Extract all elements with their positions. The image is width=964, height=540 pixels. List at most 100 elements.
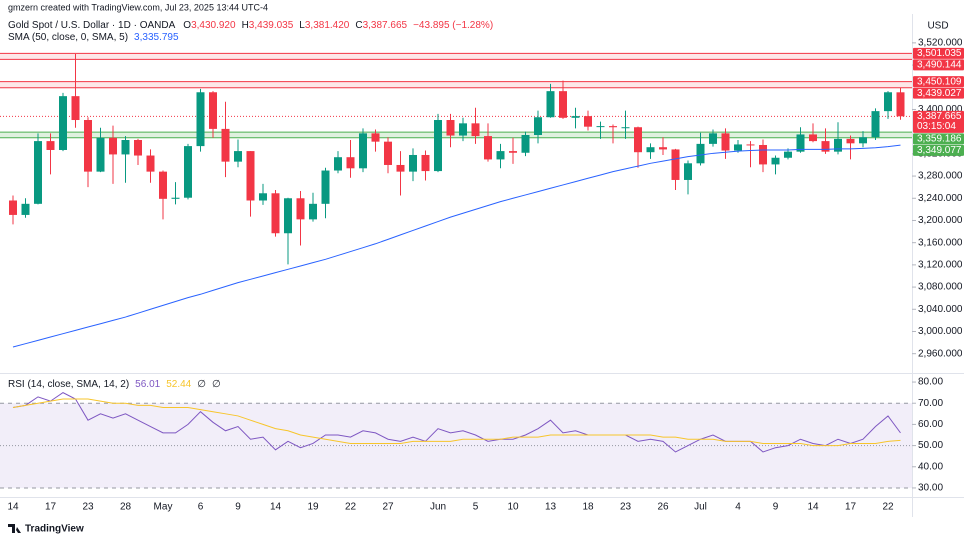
candle-body <box>159 171 167 199</box>
currency: USD <box>927 21 948 32</box>
x-tick-label: 4 <box>735 502 741 513</box>
y-tick-label: 3,160.000 <box>918 237 963 248</box>
x-tick-label: 5 <box>473 502 479 513</box>
y-tick-label: 50.00 <box>918 440 943 451</box>
candle-body <box>321 170 330 204</box>
x-tick-label: 10 <box>507 502 519 513</box>
x-tick-label: 14 <box>270 502 282 513</box>
candle-body <box>371 133 380 142</box>
y-tick-label: 3,400.000 <box>918 104 963 115</box>
price-label: 3,387.665 <box>917 111 962 122</box>
x-tick-label: Jun <box>430 502 446 513</box>
candle-body <box>596 126 605 128</box>
candle-body <box>534 117 542 135</box>
price-label-box <box>913 47 964 59</box>
candle-body <box>34 141 42 204</box>
x-tick-label: 17 <box>45 502 57 513</box>
candle-body <box>334 157 342 171</box>
candle-body <box>9 200 17 215</box>
y-tick-label: 3,080.000 <box>918 282 963 293</box>
logo <box>8 524 21 533</box>
candle-body <box>434 120 442 172</box>
candle-body <box>884 92 892 112</box>
candle-body <box>109 137 117 155</box>
candle-body <box>459 123 467 136</box>
candle-body <box>496 151 505 160</box>
candle-body <box>671 149 680 180</box>
y-tick-label: 3,240.000 <box>918 193 963 204</box>
ohlc-value: 3,430.920 <box>191 20 236 31</box>
candle-body <box>546 91 555 118</box>
candle-body <box>646 147 655 153</box>
candle-body <box>221 128 230 162</box>
y-tick-label: 30.00 <box>918 483 943 494</box>
price-label-box <box>913 110 964 133</box>
candle-body <box>696 143 705 164</box>
candle-body <box>846 138 855 144</box>
price-label: 3,359.186 <box>917 133 962 144</box>
ohlc-value: 3,381.420 <box>305 20 350 31</box>
candle-body <box>734 144 742 151</box>
candle-body <box>271 193 280 234</box>
y-tick-label: 70.00 <box>918 398 943 409</box>
candle-body <box>196 92 205 147</box>
price-label-box <box>913 59 964 71</box>
price-label: 3,349.077 <box>917 145 962 156</box>
x-tick-label: 6 <box>198 502 204 513</box>
candle-body <box>346 157 355 169</box>
countdown: 03:15:04 <box>917 121 956 132</box>
x-tick-label: 26 <box>657 502 669 513</box>
candle-body <box>784 151 792 158</box>
candle-body <box>559 91 567 118</box>
series-value: 3,335.795 <box>134 32 179 43</box>
candle-body <box>684 163 692 180</box>
series-line <box>12 144 901 348</box>
candle-body <box>121 139 130 155</box>
price-zone <box>0 132 912 138</box>
candle-body <box>384 141 392 165</box>
symbol: Gold Spot / U.S. Dollar · 1D · OANDA <box>8 20 176 31</box>
candle-body <box>359 133 367 169</box>
y-tick-label: 80.00 <box>918 377 943 388</box>
price-label-box <box>913 144 964 156</box>
candle-body <box>309 203 317 220</box>
candle-body <box>21 203 30 215</box>
y-tick-label: 40.00 <box>918 461 943 472</box>
series-value: 56.01 <box>135 379 160 390</box>
candle-body <box>96 137 105 172</box>
ohlc-key: C <box>355 20 362 31</box>
candle-body <box>871 111 880 138</box>
candle-body <box>659 147 667 150</box>
x-tick-label: 22 <box>345 502 357 513</box>
x-tick-label: Jul <box>694 502 707 513</box>
candle-body <box>834 138 842 152</box>
candle-body <box>284 198 292 234</box>
y-tick-label: 3,520.000 <box>918 38 963 49</box>
candle-body <box>759 144 767 165</box>
y-tick-label: 3,280.000 <box>918 171 963 182</box>
y-tick-label: 3,000.000 <box>918 326 963 337</box>
candle-body <box>521 134 530 153</box>
ohlc-key: O <box>183 20 191 31</box>
candle-body <box>59 96 67 150</box>
x-tick-label: 28 <box>120 502 132 513</box>
y-tick-label: 60.00 <box>918 419 943 430</box>
y-tick-label: 2,960.000 <box>918 348 963 359</box>
candle-body <box>409 154 417 172</box>
candle-body <box>134 139 142 156</box>
price-label-box <box>913 76 964 88</box>
series-name: SMA (50, close, 0, SMA, 5) <box>8 32 128 43</box>
candle-body <box>446 120 455 136</box>
candle-body <box>821 141 830 152</box>
price-label: 3,501.035 <box>917 48 962 59</box>
x-tick-label: 17 <box>845 502 857 513</box>
credit: gmzern created with TradingView.com, Jul… <box>8 2 268 12</box>
ohlc-key: L <box>299 20 305 31</box>
candle-body <box>421 154 430 172</box>
price-label: 3,450.109 <box>917 76 962 87</box>
candle-body <box>171 197 180 199</box>
footer-text: TradingView <box>25 524 84 535</box>
symbol-legend: Gold Spot / U.S. Dollar · 1D · OANDA O3,4… <box>8 20 493 31</box>
candle-body <box>259 193 267 201</box>
candle-body <box>471 123 480 137</box>
